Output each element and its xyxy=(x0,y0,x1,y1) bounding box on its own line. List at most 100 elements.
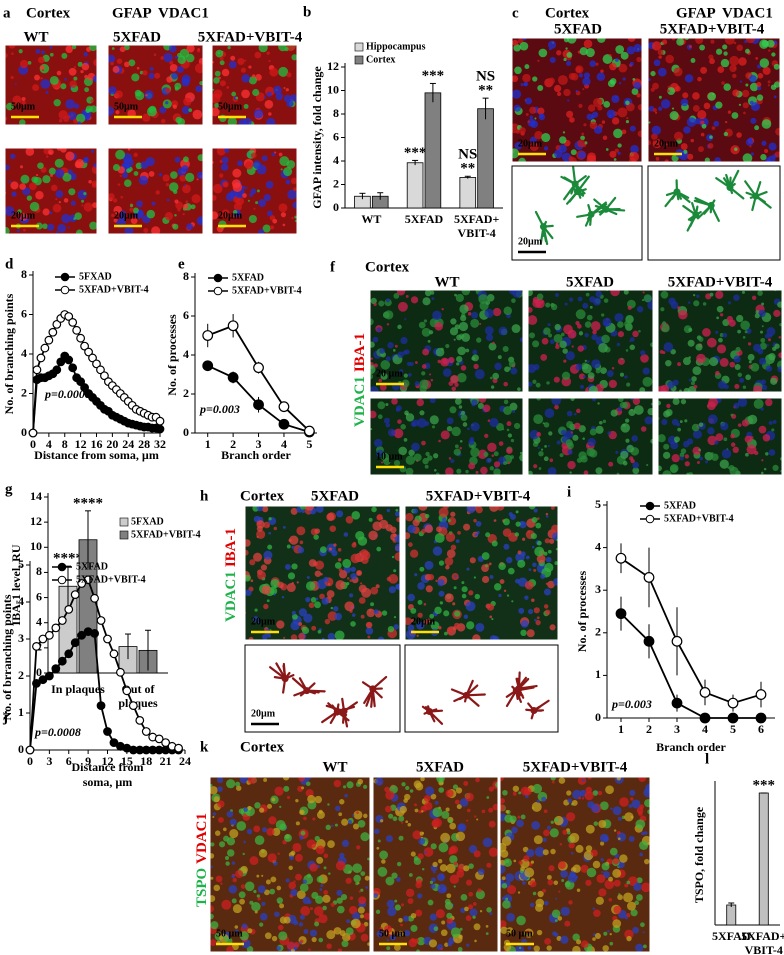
texture-blob xyxy=(768,353,775,360)
data-point xyxy=(65,356,73,364)
texture-blob xyxy=(388,429,396,437)
texture-blob xyxy=(632,78,635,81)
scale-label: 20µm xyxy=(218,210,243,221)
texture-blob xyxy=(435,533,445,543)
texture-blob xyxy=(700,121,704,125)
texture-blob xyxy=(235,870,243,878)
texture-blob xyxy=(265,932,272,939)
scale-label: 20µm xyxy=(518,236,543,247)
texture-blob xyxy=(400,337,407,344)
texture-blob xyxy=(492,541,498,547)
texture-blob xyxy=(289,856,294,861)
texture-blob xyxy=(765,399,772,406)
texture-blob xyxy=(554,85,561,92)
texture-blob xyxy=(614,829,616,831)
column-label: WT xyxy=(322,759,347,775)
texture-blob xyxy=(474,815,476,817)
texture-blob xyxy=(762,385,767,390)
texture-blob xyxy=(778,352,784,358)
texture-blob xyxy=(446,893,451,898)
texture-blob xyxy=(10,181,18,189)
texture-blob xyxy=(83,52,87,56)
texture-blob xyxy=(374,364,378,368)
texture-blob xyxy=(543,422,545,424)
texture-blob xyxy=(774,64,780,70)
texture-blob xyxy=(466,601,476,611)
texture-blob xyxy=(409,873,413,877)
scale-label: 50µm xyxy=(11,101,36,112)
stain-label: VDAC1IBA-1 xyxy=(352,333,368,427)
scale-label: 20 µm xyxy=(376,368,403,379)
texture-blob xyxy=(644,859,649,864)
texture-blob xyxy=(269,68,278,77)
texture-blob xyxy=(511,439,514,442)
texture-blob xyxy=(167,199,170,202)
texture-blob xyxy=(559,341,567,349)
texture-blob xyxy=(245,882,255,892)
texture-blob xyxy=(360,832,369,841)
texture-blob xyxy=(425,561,434,570)
texture-blob xyxy=(646,464,648,466)
scale-label: 20µm xyxy=(114,210,139,221)
texture-blob xyxy=(263,778,267,782)
texture-blob xyxy=(562,348,567,353)
texture-blob xyxy=(279,203,288,212)
texture-blob xyxy=(360,871,365,876)
texture-blob xyxy=(631,398,633,400)
texture-blob xyxy=(210,939,217,946)
texture-blob xyxy=(49,168,56,175)
texture-blob xyxy=(508,568,515,575)
cell-body xyxy=(463,692,470,699)
texture-blob xyxy=(76,230,83,237)
texture-blob xyxy=(336,890,342,896)
texture-blob xyxy=(408,373,412,377)
texture-blob xyxy=(502,836,512,846)
texture-blob xyxy=(165,88,171,94)
texture-blob xyxy=(760,154,766,160)
texture-blob xyxy=(582,797,584,799)
texture-blob xyxy=(433,453,438,458)
texture-blob xyxy=(623,77,626,80)
texture-blob xyxy=(310,907,313,910)
texture-blob xyxy=(415,809,419,813)
texture-blob xyxy=(407,594,415,602)
texture-blob xyxy=(174,199,178,203)
texture-blob xyxy=(436,473,440,477)
texture-blob xyxy=(89,43,97,51)
micrograph xyxy=(211,41,298,127)
texture-blob xyxy=(566,421,573,428)
texture-blob xyxy=(296,821,300,825)
texture-blob xyxy=(68,226,70,228)
texture-blob xyxy=(384,418,390,424)
scale-label: 20µm xyxy=(411,616,436,627)
texture-blob xyxy=(277,582,283,588)
panel-letter: h xyxy=(200,488,209,504)
texture-blob xyxy=(382,610,387,615)
texture-blob xyxy=(494,363,501,370)
texture-blob xyxy=(693,385,697,389)
texture-blob xyxy=(449,823,456,830)
texture xyxy=(108,148,206,235)
texture xyxy=(371,774,501,952)
texture-blob xyxy=(541,448,543,450)
texture-blob xyxy=(403,916,409,922)
y-tick-label: 0 xyxy=(333,200,339,214)
texture-blob xyxy=(469,437,474,442)
texture-blob xyxy=(575,364,582,371)
y-tick-label: 12 xyxy=(30,514,42,528)
texture-blob xyxy=(185,200,188,203)
texture-blob xyxy=(454,383,458,387)
texture-blob xyxy=(692,92,700,100)
texture-blob xyxy=(432,862,437,867)
texture-blob xyxy=(295,854,303,862)
texture-blob xyxy=(411,852,416,857)
texture-blob xyxy=(546,513,549,516)
texture-blob xyxy=(300,541,304,545)
texture-blob xyxy=(384,310,393,319)
texture-blob xyxy=(638,104,644,110)
texture-blob xyxy=(245,589,252,596)
texture-blob xyxy=(346,878,352,884)
texture-blob xyxy=(131,73,139,81)
texture-blob xyxy=(539,113,543,117)
data-point xyxy=(156,417,164,425)
